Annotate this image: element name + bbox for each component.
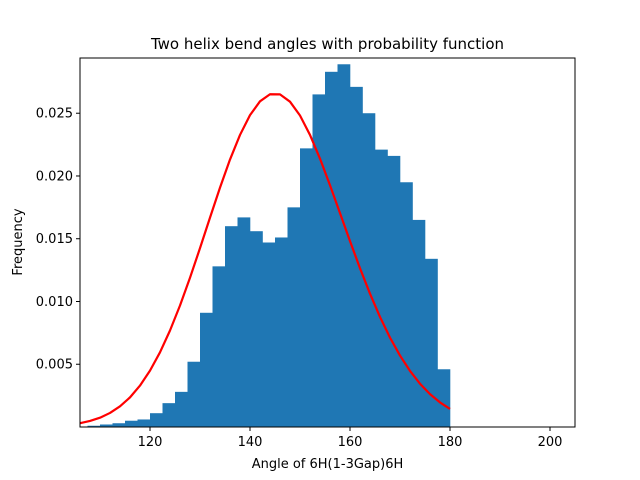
- histogram-bar: [275, 237, 288, 427]
- x-tick-label: 200: [538, 435, 563, 450]
- histogram-bar: [162, 403, 176, 427]
- chart-title: Two helix bend angles with probability f…: [150, 35, 504, 53]
- y-tick-label: 0.010: [36, 295, 73, 310]
- y-axis-label: Frequency: [11, 208, 26, 275]
- histogram-bar: [212, 266, 226, 427]
- axis-ticks: 120 140 160 180 200 0.005 0.010 0.015 0.020 0.025: [36, 107, 563, 450]
- histogram-bar: [87, 425, 101, 427]
- histogram-bar: [425, 258, 438, 427]
- histogram-bar: [100, 424, 113, 427]
- y-tick-label: 0.015: [36, 232, 73, 247]
- histogram-bar: [150, 413, 163, 427]
- x-tick-label: 140: [238, 435, 263, 450]
- plot-area: [79, 64, 451, 428]
- histogram-bar: [287, 207, 301, 427]
- histogram-bar: [300, 148, 313, 427]
- y-tick-label: 0.020: [36, 169, 73, 184]
- histogram-bar: [312, 94, 326, 428]
- x-tick-label: 180: [438, 435, 463, 450]
- histogram-bar: [175, 391, 188, 427]
- histogram-bar: [412, 219, 426, 427]
- histogram-bar: [112, 423, 126, 427]
- y-tick-label: 0.005: [36, 358, 73, 373]
- histogram-bar: [187, 361, 201, 427]
- histogram-bar: [400, 182, 413, 427]
- histogram-bar: [325, 71, 338, 427]
- histogram-bar: [200, 312, 213, 427]
- histogram-bar: [137, 419, 151, 427]
- axes-frame: [79, 57, 576, 428]
- histogram-bar: [375, 149, 388, 428]
- histogram-bar: [437, 369, 451, 427]
- histogram-bar: [362, 113, 376, 427]
- histogram-bar: [250, 231, 263, 427]
- probability-curve: [79, 93, 451, 425]
- x-tick-label: 160: [338, 435, 363, 450]
- histogram-bar: [337, 64, 351, 427]
- x-tick-label: 120: [138, 435, 163, 450]
- histogram-bar: [237, 217, 251, 427]
- histogram-bar: [387, 155, 401, 428]
- y-tick-label: 0.025: [36, 107, 73, 122]
- histogram-bar: [262, 242, 276, 427]
- x-axis-label: Angle of 6H(1-3Gap)6H: [252, 457, 404, 472]
- histogram-bar: [125, 420, 138, 427]
- histogram-bar: [225, 226, 238, 427]
